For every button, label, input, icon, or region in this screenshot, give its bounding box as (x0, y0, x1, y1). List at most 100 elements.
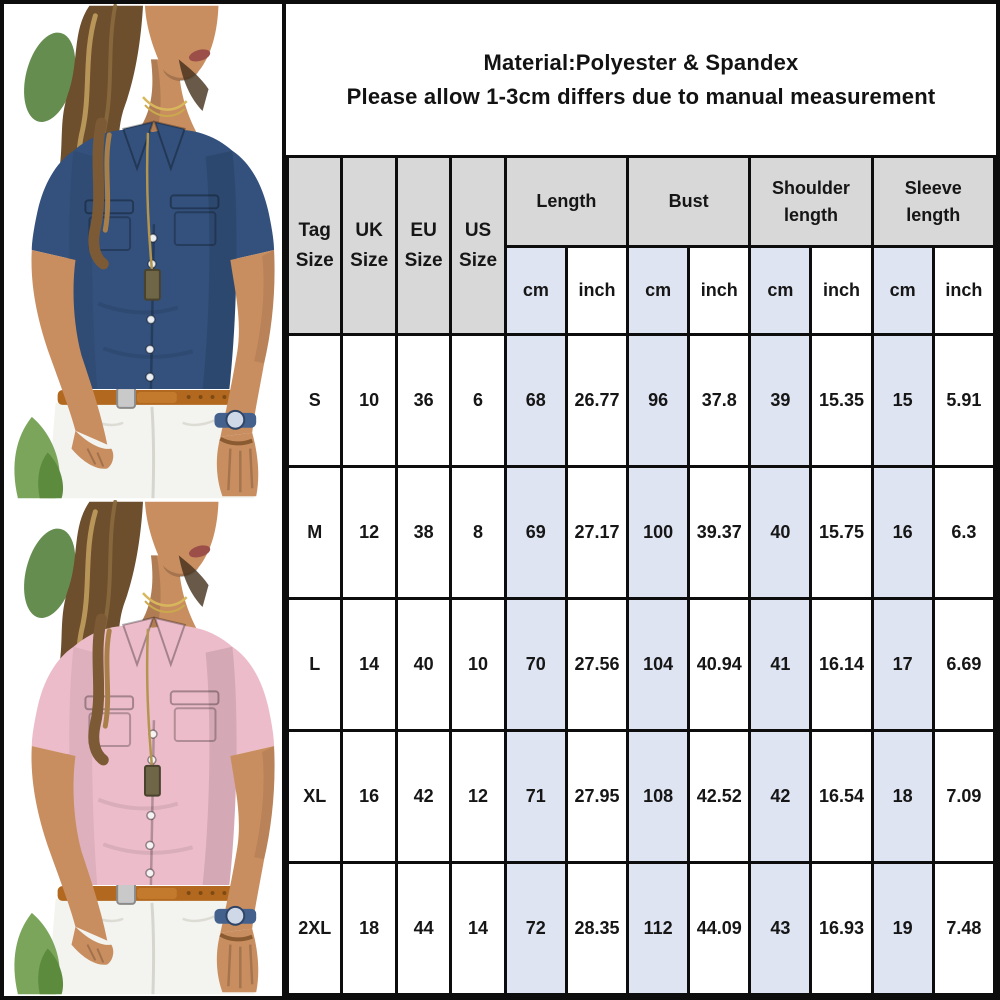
bracelet (219, 436, 253, 446)
length-cm-cell: 68 (503, 333, 568, 468)
lips (188, 49, 211, 62)
shoulder-inch-cell: 15.75 (809, 465, 874, 600)
measurement-note-line: Please allow 1-3cm differs due to manual… (346, 83, 936, 109)
uk-size-cell: 16 (340, 729, 398, 864)
belt-buckle (116, 882, 137, 905)
bust-inch-cell: 39.37 (687, 465, 752, 600)
sleeve-inch-cell: 7.09 (931, 729, 997, 864)
shoulder-inch-cell: 16.54 (809, 729, 874, 864)
header-row-groups: Tag Size UK Size EU Size US Size Length … (285, 155, 997, 336)
right-hand (216, 928, 259, 993)
collar-right (153, 616, 187, 668)
belt-buckle (116, 386, 137, 409)
lips (188, 545, 211, 558)
header-row-units: cm inch cm inch cm inch cm inch (288, 245, 997, 336)
model-hair-front (88, 117, 112, 270)
bracelet (219, 932, 253, 942)
short-necklace (142, 96, 188, 111)
length-cm-cell: 72 (503, 861, 568, 996)
model-arms (31, 250, 275, 497)
us-size-cell: 6 (449, 333, 507, 468)
size-row-xl: XL 16 42 12 71 27.95 108 42.52 42 16.54 … (285, 729, 997, 864)
length-inch-cell: 26.77 (564, 333, 630, 468)
long-necklace (145, 132, 154, 270)
eu-size-cell: 36 (394, 333, 453, 468)
photo-column (4, 4, 286, 996)
eu-size-cell: 38 (394, 465, 453, 600)
model-hair-front (88, 613, 112, 766)
eu-size-header: EU Size (394, 155, 453, 336)
bust-cm-header: cm (626, 245, 691, 336)
model-arms (31, 746, 275, 993)
tag-size-cell: L (285, 597, 344, 732)
model-illustration-pink (14, 500, 275, 995)
shoulder-cm-header: cm (748, 245, 813, 336)
bust-inch-header: inch (687, 245, 752, 336)
us-size-cell: 8 (449, 465, 507, 600)
pocket-right (173, 211, 217, 247)
button-placket (149, 720, 156, 886)
bust-cm-cell: 108 (626, 729, 691, 864)
shoulder-cm-cell: 42 (748, 729, 813, 864)
tag-size-cell: 2XL (285, 861, 344, 996)
us-size-cell: 12 (449, 729, 507, 864)
watch (214, 409, 257, 446)
leaf-foreground (14, 416, 64, 499)
uk-size-cell: 18 (340, 861, 398, 996)
shoulder-cm-cell: 43 (748, 861, 813, 996)
shirt-shading (69, 150, 237, 390)
leaf-foreground (14, 912, 64, 995)
tag-size-header: Tag Size (285, 155, 344, 336)
leaf-background (24, 32, 76, 122)
shoulder-inch-cell: 16.93 (809, 861, 874, 996)
bust-group-header: Bust (626, 155, 752, 248)
us-size-header: US Size (449, 155, 507, 336)
length-group-header: Length (503, 155, 630, 248)
photo-pink-shirt (4, 500, 282, 996)
bust-inch-cell: 42.52 (687, 729, 752, 864)
pocket-right (173, 707, 217, 743)
length-inch-cell: 27.17 (564, 465, 630, 600)
length-cm-cell: 69 (503, 465, 568, 600)
length-inch-header: inch (564, 245, 630, 336)
belt (57, 386, 249, 409)
shirt-shading (69, 646, 237, 886)
sleeve-inch-cell: 6.3 (931, 465, 997, 600)
bust-cm-cell: 104 (626, 597, 691, 732)
necklace-pendant (143, 764, 161, 797)
shoulder-cm-cell: 40 (748, 465, 813, 600)
pocket-flap-right (169, 690, 220, 706)
short-necklace (142, 592, 188, 607)
eu-size-cell: 44 (394, 861, 453, 996)
left-hand (71, 926, 114, 965)
sleeve-inch-cell: 5.91 (931, 333, 997, 468)
model-skin (123, 5, 219, 225)
long-necklace (145, 628, 154, 766)
uk-size-cell: 12 (340, 465, 398, 600)
us-size-cell: 10 (449, 597, 507, 732)
uk-size-cell: 10 (340, 333, 398, 468)
sleeve-cm-cell: 17 (870, 597, 935, 732)
chart-column: Material:Polyester & Spandex Please allo… (285, 4, 997, 996)
collar-left (121, 616, 155, 668)
left-hand (71, 430, 114, 469)
length-cm-cell: 71 (503, 729, 568, 864)
us-size-cell: 14 (449, 861, 507, 996)
sleeve-cm-cell: 18 (870, 729, 935, 864)
sleeve-inch-header: inch (931, 245, 997, 336)
material-line: Material:Polyester & Spandex (483, 49, 799, 75)
shoulder-inch-header: inch (809, 245, 874, 336)
shoulder-inch-cell: 15.35 (809, 333, 874, 468)
length-inch-cell: 27.95 (564, 729, 630, 864)
sleeve-cm-header: cm (870, 245, 935, 336)
shoulder-group-header: Shoulder length (748, 155, 874, 248)
right-hand (216, 432, 259, 497)
length-inch-cell: 27.56 (564, 597, 630, 732)
sleeve-cm-cell: 19 (870, 861, 935, 996)
uk-size-cell: 14 (340, 597, 398, 732)
size-row-s: S 10 36 6 68 26.77 96 37.8 39 15.35 15 5… (285, 333, 997, 468)
uk-size-header: UK Size (340, 155, 398, 336)
watch (214, 905, 257, 942)
photo-navy-shirt (4, 4, 282, 500)
